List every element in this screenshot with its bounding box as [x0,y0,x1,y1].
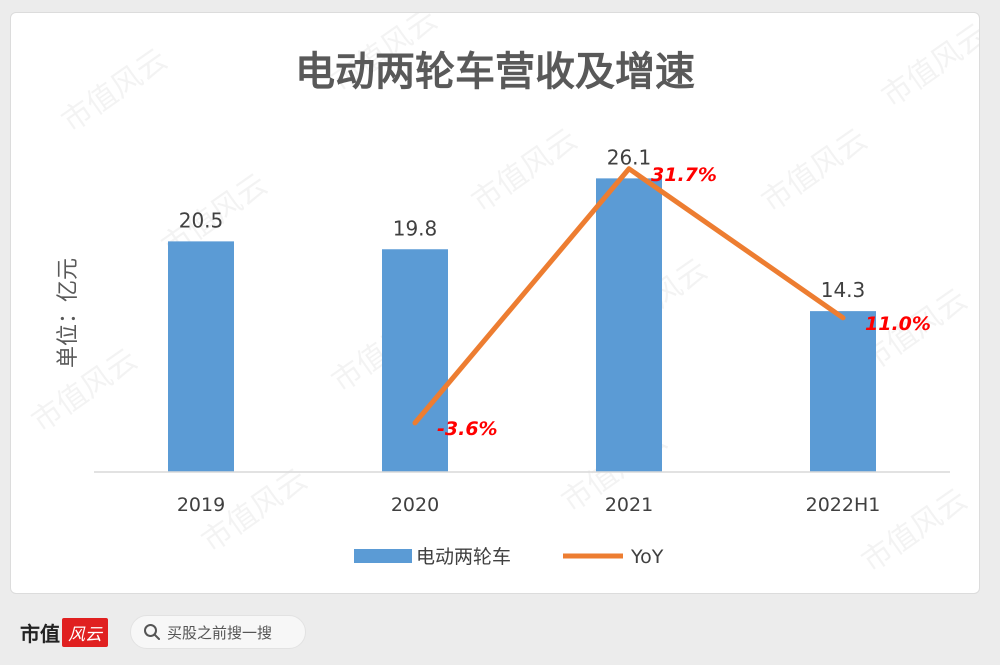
chart-card: 市值风云市值风云市值风云市值风云市值风云市值风云市值风云市值风云市值风云市值风云… [10,12,980,594]
bar-2019 [168,241,234,472]
yoy-label-2020: -3.6% [437,418,498,440]
bar-value-label-2020: 19.8 [393,216,438,240]
x-tick-2021: 2021 [605,494,653,516]
yoy-label-2022H1: 11.0% [865,313,931,335]
bar-2020 [382,249,448,472]
chart-title: 电动两轮车营收及增速 [295,49,695,95]
bar-value-label-2019: 20.5 [179,208,224,232]
bar-value-label-2022H1: 14.3 [821,278,866,302]
legend: 电动两轮车 YoY [354,546,664,568]
brand-mark: 风云 [62,618,108,647]
bar-series: 20.5 19.8 26.1 14.3 [168,145,876,472]
bar-2021 [596,178,662,472]
brand-name: 市值 [20,622,60,646]
yoy-line-series: -3.6% 31.7% 11.0% [412,164,931,440]
legend-swatch-bar [354,549,412,563]
x-tick-2022H1: 2022H1 [806,494,881,516]
bar-2022H1 [810,311,876,472]
footer: 市值 风云 买股之前搜一搜 [0,600,1000,665]
y-axis-label: 单位：亿元 [56,258,81,368]
yoy-label-2021: 31.7% [651,164,717,186]
legend-label-line: YoY [630,546,664,568]
x-axis-ticks: 2019 2020 2021 2022H1 [177,494,881,516]
search-box[interactable]: 买股之前搜一搜 [130,615,306,649]
bar-value-label-2021: 26.1 [607,145,652,169]
brand-logo[interactable]: 市值 风云 [20,618,108,647]
x-tick-2020: 2020 [391,494,439,516]
chart: 市值风云市值风云市值风云市值风云市值风云市值风云市值风云市值风云市值风云市值风云… [26,13,979,580]
x-tick-2019: 2019 [177,494,225,516]
yoy-line [412,166,846,426]
search-placeholder: 买股之前搜一搜 [167,623,273,642]
legend-label-bar: 电动两轮车 [416,546,511,568]
search-icon [144,624,160,640]
